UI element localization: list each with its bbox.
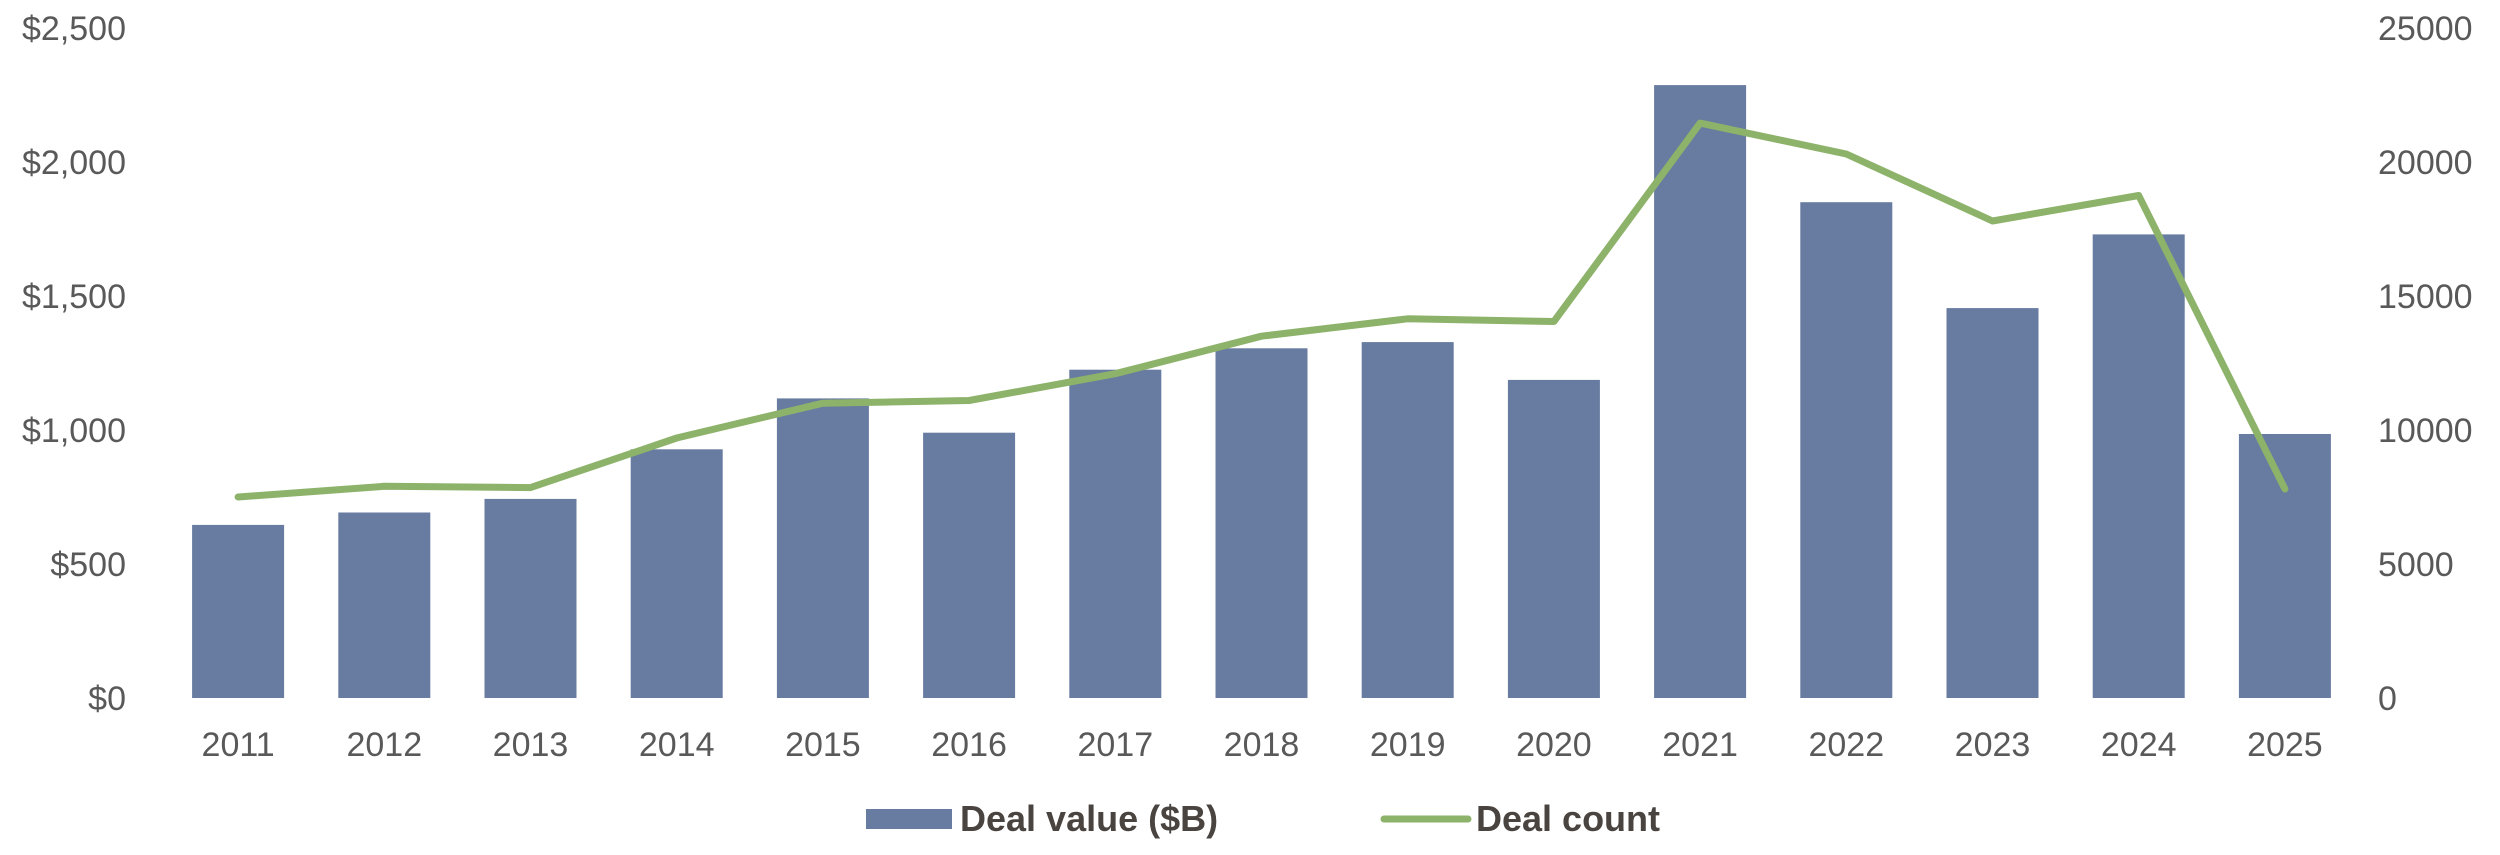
point-deal-count-2020 bbox=[1553, 321, 1555, 322]
point-deal-count-2011 bbox=[237, 496, 239, 498]
legend-label-deal-value: Deal value ($B) bbox=[960, 798, 1218, 839]
x-tick-label-2019: 2019 bbox=[1370, 726, 1446, 764]
right-tick-label: 25000 bbox=[2378, 10, 2473, 48]
left-tick-label: $1,500 bbox=[22, 278, 126, 316]
point-deal-count-2018 bbox=[1261, 335, 1262, 337]
legend-label-deal-count: Deal count bbox=[1476, 798, 1660, 839]
x-tick-label-2011: 2011 bbox=[202, 726, 275, 764]
point-deal-count-2019 bbox=[1407, 318, 1409, 320]
x-tick-label-2020: 2020 bbox=[1516, 726, 1592, 764]
bar-deal-value-2016 bbox=[923, 432, 1016, 698]
x-tick-label-2017: 2017 bbox=[1077, 726, 1153, 764]
legend-swatch-deal-value bbox=[866, 809, 952, 829]
x-tick-label-2022: 2022 bbox=[1808, 726, 1884, 764]
right-tick-label: 0 bbox=[2378, 680, 2397, 718]
point-deal-count-2024 bbox=[2138, 195, 2140, 196]
x-tick-label-2023: 2023 bbox=[1955, 726, 2031, 764]
bar-deal-value-2017 bbox=[1069, 369, 1162, 698]
bar-deal-value-2024 bbox=[2092, 234, 2185, 698]
bar-deal-value-2013 bbox=[484, 498, 577, 698]
x-tick-label-2016: 2016 bbox=[931, 726, 1007, 764]
left-tick-label: $1,000 bbox=[22, 412, 126, 450]
x-tick-label-2015: 2015 bbox=[785, 726, 861, 764]
left-tick-label: $2,500 bbox=[22, 10, 126, 48]
right-axis: 0 5000 10000 15000 20000 25000 bbox=[2378, 10, 2473, 718]
bar-deal-value-2015 bbox=[776, 398, 869, 698]
line-layer bbox=[234, 119, 2289, 501]
point-deal-count-2014 bbox=[676, 437, 678, 439]
x-tick-label-2013: 2013 bbox=[493, 726, 569, 764]
x-tick-label-2012: 2012 bbox=[346, 726, 422, 764]
x-tick-label-2014: 2014 bbox=[639, 726, 715, 764]
point-deal-count-2017 bbox=[1114, 373, 1116, 375]
left-axis: $0 $500 $1,000 $1,500 $2,000 $2,500 bbox=[22, 10, 126, 718]
bar-deal-value-2022 bbox=[1800, 202, 1893, 698]
x-tick-label-2025: 2025 bbox=[2247, 726, 2323, 764]
bars-layer bbox=[192, 85, 2331, 699]
bar-deal-value-2019 bbox=[1361, 342, 1454, 698]
point-deal-count-2023 bbox=[1992, 220, 1993, 222]
x-axis: 2011 2012 2013 2014 2015 2016 2017 2018 2019 2020… bbox=[202, 726, 2323, 764]
right-tick-label: 5000 bbox=[2378, 546, 2454, 584]
point-deal-count-2022 bbox=[1845, 153, 1847, 155]
x-tick-label-2021: 2021 bbox=[1662, 726, 1738, 764]
bar-deal-value-2020 bbox=[1507, 379, 1600, 698]
bar-deal-value-2025 bbox=[2238, 434, 2331, 698]
legend: Deal value ($B) Deal count bbox=[866, 798, 1660, 839]
left-tick-label: $2,000 bbox=[22, 144, 126, 182]
right-tick-label: 15000 bbox=[2378, 278, 2473, 316]
right-tick-label: 10000 bbox=[2378, 412, 2473, 450]
bar-deal-value-2012 bbox=[338, 512, 431, 698]
bar-deal-value-2018 bbox=[1215, 348, 1308, 698]
point-deal-count-2021 bbox=[1699, 122, 1701, 124]
left-tick-label: $500 bbox=[50, 546, 126, 584]
point-deal-count-2015 bbox=[822, 402, 824, 404]
bar-deal-value-2021 bbox=[1654, 85, 1747, 699]
x-tick-label-2018: 2018 bbox=[1224, 726, 1300, 764]
bar-deal-value-2023 bbox=[1946, 308, 2039, 698]
bar-deal-value-2011 bbox=[192, 524, 285, 698]
point-deal-count-2012 bbox=[383, 485, 385, 487]
x-tick-label-2024: 2024 bbox=[2101, 726, 2177, 764]
point-deal-count-2025 bbox=[2284, 488, 2286, 490]
bar-deal-value-2014 bbox=[630, 449, 723, 698]
point-deal-count-2016 bbox=[968, 400, 970, 401]
left-tick-label: $0 bbox=[88, 680, 126, 718]
right-tick-label: 20000 bbox=[2378, 144, 2473, 182]
point-deal-count-2013 bbox=[530, 487, 531, 489]
